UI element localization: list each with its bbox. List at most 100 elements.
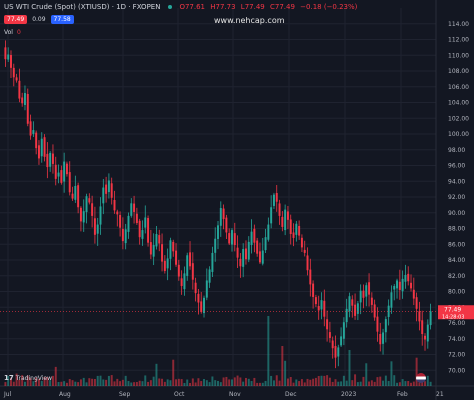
candle-body <box>189 252 192 267</box>
candle-body <box>26 93 29 124</box>
candle-body <box>29 121 32 136</box>
y-tick-label: 74.00 <box>448 336 465 343</box>
volume-bar <box>258 382 261 386</box>
candle-body <box>141 230 144 239</box>
volume-bar <box>421 380 424 386</box>
candle-body <box>35 132 38 149</box>
candle-body <box>398 281 401 290</box>
candle-body <box>85 196 88 213</box>
candle-body <box>379 333 382 345</box>
ohlc-values: O77.61 H77.73 L77.49 C77.49 −0.18 (−0.23… <box>179 3 360 11</box>
volume-bar <box>275 375 278 386</box>
candle-body <box>24 93 26 105</box>
volume-bar <box>390 361 393 386</box>
candle-body <box>300 237 303 248</box>
volume-bar <box>175 379 178 386</box>
candle-body <box>175 250 178 265</box>
volume-bar <box>54 366 57 386</box>
candle-body <box>40 138 43 157</box>
candle-body <box>264 237 267 251</box>
candle-body <box>233 233 236 246</box>
candle-body <box>135 213 138 223</box>
candle-body <box>261 250 264 264</box>
sell-button[interactable]: 77.49 <box>4 15 28 24</box>
tradingview-logo[interactable]: 17 TradingView <box>4 374 52 382</box>
x-tick-label: Aug <box>59 391 71 398</box>
candle-body <box>63 161 66 182</box>
volume-bar <box>183 382 186 386</box>
candle-body <box>309 269 312 285</box>
volume-bar <box>342 375 345 386</box>
candle-body <box>43 137 46 157</box>
candle-body <box>12 67 15 78</box>
y-tick-label: 108.00 <box>448 68 469 75</box>
candle-body <box>429 311 432 326</box>
candle-body <box>228 233 231 244</box>
volume-bar <box>312 378 315 386</box>
y-tick-label: 94.00 <box>448 178 465 185</box>
volume-bar <box>429 381 432 386</box>
volume-bar <box>337 381 340 386</box>
volume-bar <box>236 375 239 386</box>
candle-body <box>384 319 387 333</box>
buy-button[interactable]: 77.58 <box>50 15 74 24</box>
volume-bar <box>119 381 122 386</box>
close-value: C77.49 <box>269 3 295 11</box>
candle-body <box>60 170 63 183</box>
candle-body <box>91 203 94 216</box>
volume-bar <box>32 381 35 386</box>
volume-bar <box>133 382 136 386</box>
candle-body <box>71 193 74 199</box>
volume-bar <box>180 379 183 386</box>
volume-bar <box>326 375 329 386</box>
candle-body <box>278 203 281 216</box>
bid-ask-row: 77.49 0.09 77.58 <box>4 15 74 24</box>
volume-bar <box>197 378 200 386</box>
candle-body <box>275 193 278 202</box>
candle-body <box>370 297 373 305</box>
candle-body <box>161 244 164 262</box>
candle-body <box>127 215 130 232</box>
volume-bar <box>382 380 385 386</box>
volume-bar <box>105 379 108 386</box>
candle-body <box>306 255 309 271</box>
candle-body <box>180 278 183 286</box>
candle-body <box>314 297 317 305</box>
watermark-text: www.nehcap.com <box>214 16 285 25</box>
candle-body <box>21 97 24 104</box>
volume-bar <box>289 376 292 386</box>
volume-bar <box>393 375 396 386</box>
volume-bar <box>328 377 331 386</box>
candle-body <box>418 311 421 322</box>
volume-bar <box>77 382 80 386</box>
x-tick-label: 2023 <box>341 391 356 398</box>
candle-body <box>222 208 225 220</box>
x-tick-label: Nov <box>229 391 241 398</box>
candle-body <box>292 232 295 238</box>
volume-bar <box>219 382 222 386</box>
last-price-value: 77.49 <box>444 306 461 313</box>
volume-bar <box>217 380 219 386</box>
volume-bar <box>189 382 192 386</box>
volume-bar <box>93 379 96 386</box>
volume-bar <box>21 375 24 386</box>
candle-body <box>225 217 228 233</box>
open-value: O77.61 <box>179 3 206 11</box>
high-value: H77.73 <box>210 3 236 11</box>
volume-bar <box>247 378 250 386</box>
volume-bar <box>205 380 208 386</box>
candle-body <box>317 306 320 311</box>
candle-body <box>99 206 102 225</box>
candle-body <box>410 282 412 289</box>
volume-bar <box>295 379 298 386</box>
bar-countdown-value: 14:28:03 <box>442 314 464 320</box>
volume-bar <box>379 376 382 386</box>
volume-bar <box>334 379 337 386</box>
candle-body <box>376 316 379 332</box>
candle-body <box>412 289 415 299</box>
candle-body <box>231 230 233 245</box>
x-tick-label: Jul <box>3 391 12 398</box>
volume-bar <box>370 380 373 386</box>
